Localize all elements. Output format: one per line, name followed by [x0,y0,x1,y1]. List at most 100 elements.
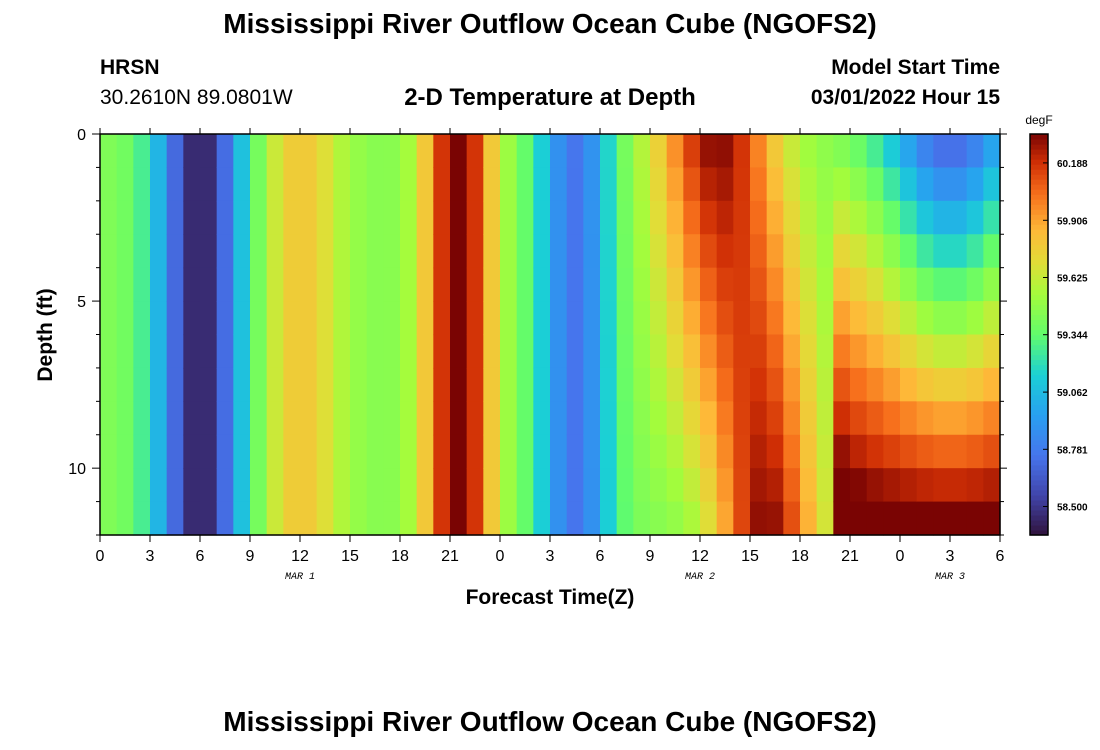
heatmap-cell [216,468,234,503]
colorbar-tick-label: 59.344 [1057,331,1088,342]
heatmap-cell [866,367,884,402]
heatmap-cell [900,401,918,436]
heatmap-cell [750,167,768,202]
heatmap-cell [116,200,134,235]
heatmap-cell [183,200,201,235]
heatmap-cell [700,134,718,169]
heatmap-cell [366,501,384,536]
heatmap-cell [183,134,201,169]
heatmap-cell [316,334,334,369]
heatmap-cell [450,367,468,402]
heatmap-cell [883,434,901,469]
heatmap-cell [516,468,534,503]
heatmap-cell [216,167,234,202]
heatmap-cell [666,134,684,169]
heatmap-cell [850,434,868,469]
heatmap-cell [100,134,118,169]
x-tick-label: 0 [96,548,105,565]
heatmap-cell [400,234,418,269]
heatmap-cell [950,301,968,336]
heatmap-cell [916,334,934,369]
heatmap-cell [766,334,784,369]
heatmap-cell [816,434,834,469]
heatmap-cell [416,367,434,402]
heatmap-cell [766,301,784,336]
heatmap-cell [816,301,834,336]
heatmap-cell [400,468,418,503]
heatmap-cell [533,501,551,536]
heatmap-cell [266,367,284,402]
heatmap-cell [350,234,368,269]
colorbar-unit-label: degF [1025,113,1052,127]
heatmap-cell [183,167,201,202]
heatmap-cell [700,167,718,202]
heatmap-cell [366,267,384,302]
heatmap-cell [916,134,934,169]
heatmap-cell [683,401,701,436]
heatmap-cell [866,234,884,269]
heatmap-cell [750,501,768,536]
heatmap-cell [133,267,151,302]
heatmap-cell [966,367,984,402]
heatmap-cell [616,167,634,202]
colorbar-band [1030,379,1048,386]
y-axis-label: Depth (ft) [34,288,57,381]
heatmap-cell [683,301,701,336]
heatmap-cell [850,501,868,536]
heatmap-cell [600,501,618,536]
heatmap-cell [733,234,751,269]
heatmap-cell [300,401,318,436]
heatmap-cell [383,401,401,436]
heatmap-cell [333,401,351,436]
colorbar-band [1030,319,1048,326]
heatmap-cell [833,334,851,369]
heatmap-cell [750,367,768,402]
heatmap-cell [133,134,151,169]
heatmap-cell [400,501,418,536]
heatmap-cell [283,468,301,503]
colorbar-band [1030,314,1048,321]
heatmap-cell [100,267,118,302]
colorbar-band [1030,184,1048,190]
heatmap-cell [783,501,801,536]
x-tick-label: 0 [896,548,905,565]
heatmap-cell [116,301,134,336]
colorbar-band [1030,449,1048,456]
colorbar-band [1030,519,1048,526]
heatmap-cell [416,468,434,503]
heatmap-cell [300,167,318,202]
heatmap-cell [516,434,534,469]
heatmap-cell [900,468,918,503]
heatmap-cell [366,367,384,402]
heatmap-cell [883,301,901,336]
heatmap-cell [733,267,751,302]
heatmap-cell [316,434,334,469]
heatmap-cell [433,334,451,369]
heatmap-cell [650,134,668,169]
colorbar-band [1030,399,1048,406]
colorbar-band [1030,289,1048,295]
heatmap-cell [966,401,984,436]
heatmap-cell [366,468,384,503]
heatmap-cell [300,434,318,469]
heatmap-cell [116,501,134,536]
heatmap-cell [950,200,968,235]
heatmap-cell [966,334,984,369]
heatmap-cell [816,367,834,402]
heatmap-cell [200,234,218,269]
date-label: MAR 3 [935,572,965,583]
heatmap-cell [150,434,168,469]
heatmap-cell [100,301,118,336]
heatmap-cell [266,134,284,169]
heatmap-cell [683,434,701,469]
heatmap-cell [300,200,318,235]
heatmap-cell [383,301,401,336]
heatmap-cell [633,267,651,302]
colorbar-band [1030,454,1048,461]
heatmap-cell [500,401,518,436]
page-title: Mississippi River Outflow Ocean Cube (NG… [223,8,877,39]
heatmap-cell [233,334,251,369]
heatmap-cell [583,367,601,402]
heatmap-cell [733,367,751,402]
